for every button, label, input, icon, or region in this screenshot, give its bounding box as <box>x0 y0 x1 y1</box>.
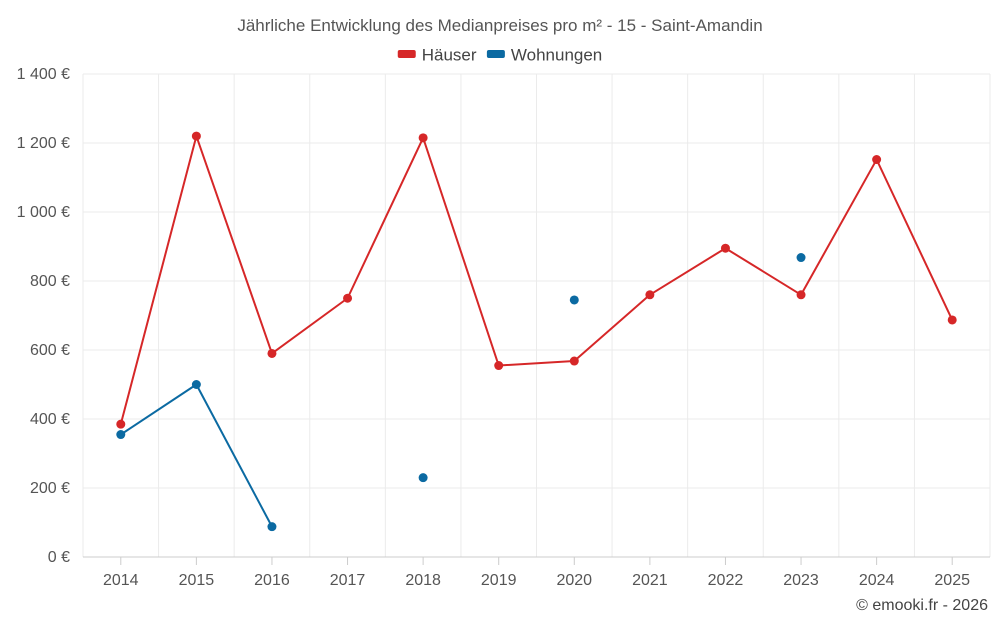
data-point[interactable] <box>645 290 655 300</box>
series-line-segment <box>346 136 425 300</box>
series-wohnungen <box>116 253 806 532</box>
series-line-segment <box>195 135 273 355</box>
data-point[interactable] <box>191 380 201 389</box>
x-tick-label: 2014 <box>103 572 139 589</box>
x-tick-label: 2015 <box>179 572 215 589</box>
data-point[interactable] <box>343 293 353 303</box>
y-tick-label: 600 € <box>30 342 70 359</box>
x-tick-label: 2020 <box>556 572 592 589</box>
y-tick-label: 400 € <box>30 411 70 428</box>
y-tick-label: 1 000 € <box>17 204 70 221</box>
data-point[interactable] <box>116 419 126 429</box>
legend-swatch <box>397 50 416 58</box>
series-line-segment <box>648 247 727 296</box>
series-line-segment <box>497 360 576 367</box>
data-point[interactable] <box>569 356 579 366</box>
series-haeuser <box>116 131 957 429</box>
series <box>116 131 957 532</box>
x-tick-label: 2021 <box>632 572 668 589</box>
x-tick-label: 2025 <box>934 572 970 589</box>
data-point[interactable] <box>418 473 428 483</box>
x-tick-label: 2016 <box>254 572 290 589</box>
y-tick-label: 200 € <box>30 480 70 497</box>
legend-label: Wohnungen <box>511 45 602 64</box>
data-point[interactable] <box>191 131 201 141</box>
series-line-segment <box>800 158 878 296</box>
series-line-segment <box>195 383 273 528</box>
y-tick-label: 1 400 € <box>17 66 70 83</box>
series-line-segment <box>119 135 198 426</box>
x-tick-label: 2017 <box>330 572 366 589</box>
axes: 0 € 200 € 400 € 600 € 800 € 1 000 € 1 200 € 1 4… <box>17 66 990 589</box>
y-tick-label: 800 € <box>30 273 70 290</box>
series-line-segment <box>119 383 198 436</box>
data-point[interactable] <box>796 253 806 263</box>
x-tick-label: 2023 <box>783 572 819 589</box>
credit: © emooki.fr - 2026 <box>856 597 988 614</box>
data-point[interactable] <box>720 243 730 253</box>
series-line-segment <box>422 136 500 367</box>
data-point[interactable] <box>494 361 504 371</box>
data-point[interactable] <box>947 315 957 325</box>
data-point[interactable] <box>796 290 806 300</box>
series-line-segment <box>875 158 954 321</box>
series-line-segment <box>724 247 803 296</box>
x-tick-label: 2018 <box>405 572 441 589</box>
data-point[interactable] <box>116 430 126 440</box>
grid <box>82 73 991 557</box>
y-tick-label: 0 € <box>48 549 70 566</box>
legend-label: Häuser <box>422 45 477 64</box>
legend[interactable]: Häuser Wohnungen <box>397 45 603 64</box>
data-point[interactable] <box>569 295 579 305</box>
y-tick-label: 1 200 € <box>17 135 70 152</box>
legend-swatch <box>486 50 505 58</box>
x-tick-label: 2019 <box>481 572 517 589</box>
data-point[interactable] <box>418 133 428 143</box>
legend-item-wohnungen[interactable]: Wohnungen <box>486 45 602 64</box>
data-point[interactable] <box>267 348 277 358</box>
data-point[interactable] <box>872 155 882 165</box>
data-point[interactable] <box>267 522 277 532</box>
x-tick-label: 2024 <box>859 572 895 589</box>
series-line-segment <box>573 293 651 363</box>
chart-title: Jährliche Entwicklung des Medianpreises … <box>237 16 762 35</box>
series-line-segment <box>270 297 349 355</box>
x-tick-label: 2022 <box>708 572 744 589</box>
legend-item-haeuser[interactable]: Häuser <box>397 45 477 64</box>
